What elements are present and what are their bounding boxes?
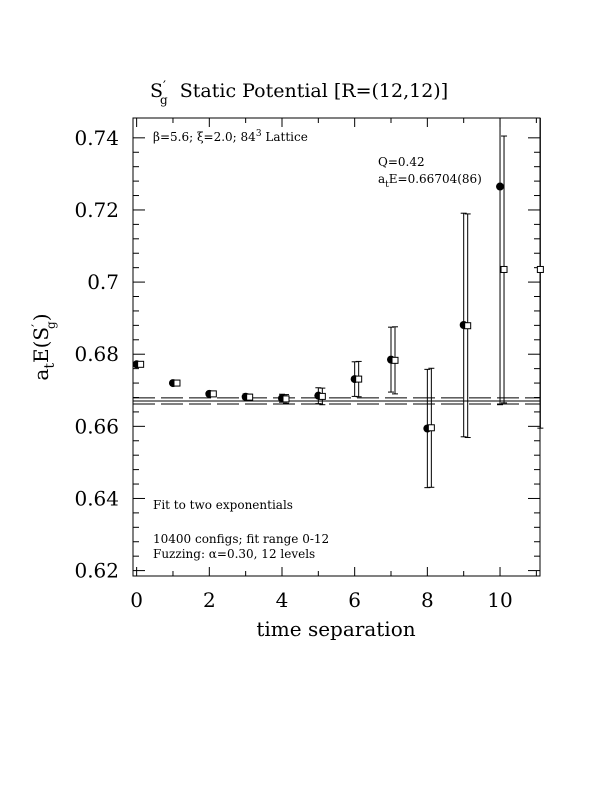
fit-band: [133, 397, 540, 405]
svg-text:atE(S′g): atE(S′g): [29, 313, 58, 380]
fit-note-annotation: Fit to two exponentials: [153, 498, 293, 512]
chart-title: S′ g Static Potential [R=(12,12)]: [150, 79, 448, 107]
y-tick-label: 0.7: [87, 270, 119, 294]
x-tick-label: 6: [348, 588, 361, 612]
y-tick-label: 0.64: [74, 486, 119, 510]
x-tick-label: 2: [203, 588, 216, 612]
data-point-square: [500, 265, 508, 273]
data-point-square: [536, 265, 544, 273]
x-tick-label: 10: [487, 588, 512, 612]
data-point-square: [391, 356, 399, 364]
x-axis-title: time separation: [256, 617, 415, 641]
x-tick-label: 8: [421, 588, 434, 612]
y-tick-label: 0.62: [74, 559, 119, 583]
data-series: [132, 118, 544, 489]
data-point-square: [318, 392, 326, 400]
y-tick-label: 0.74: [74, 126, 119, 150]
data-point-square: [173, 379, 181, 387]
data-point-square: [427, 424, 435, 432]
x-tick-label: 0: [130, 588, 143, 612]
data-point-square: [464, 322, 472, 330]
y-tick-label: 0.72: [74, 198, 119, 222]
y-tick-labels: 0.62 0.64 0.66 0.68 0.7 0.72 0.74: [74, 126, 119, 583]
x-tick-label: 4: [276, 588, 289, 612]
data-point-square: [355, 375, 363, 383]
y-tick-label: 0.68: [74, 342, 119, 366]
data-point: [496, 182, 505, 191]
q-value-annotation: Q=0.42: [378, 155, 425, 169]
energy-annotation: atE=0.66704(86): [378, 172, 482, 190]
x-tick-labels: 0 2 4 6 8 10: [130, 588, 512, 612]
y-tick-label: 0.66: [74, 414, 119, 438]
lattice-annotation: β=5.6; ξ=2.0; 843 Lattice: [153, 129, 308, 144]
data-point-square: [209, 390, 217, 398]
configs-annotation: 10400 configs; fit range 0-12: [153, 532, 329, 546]
data-point-square: [246, 393, 254, 401]
fuzzing-annotation: Fuzzing: α=0.30, 12 levels: [153, 547, 315, 561]
data-point-square: [137, 360, 145, 368]
y-axis-title: atE(S′g): [29, 313, 58, 380]
data-point-square: [282, 395, 290, 403]
